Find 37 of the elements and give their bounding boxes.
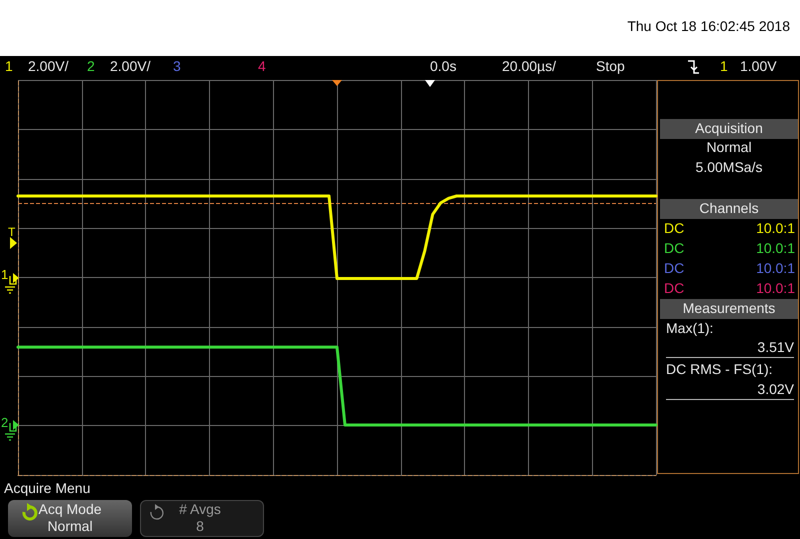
text: 1 (1, 267, 8, 282)
text: Stop (596, 58, 625, 74)
text: Acquisition (695, 120, 763, 136)
text: 4 (258, 58, 266, 74)
text: 0.0s (430, 58, 456, 74)
text: Acq Mode (38, 501, 102, 518)
text: 20.00µs/ (502, 58, 556, 74)
text: 8 (196, 518, 204, 534)
text: 10.0:1 (756, 280, 795, 296)
text: 1 (720, 58, 728, 74)
text: Measurements (682, 300, 776, 316)
text: 10.0:1 (756, 220, 795, 236)
text: 2.00V/ (110, 58, 150, 74)
text: 2 (1, 415, 8, 430)
text: Channels (699, 200, 759, 216)
text: 1 (5, 58, 13, 74)
text: DC (664, 260, 684, 276)
text: DC (664, 220, 684, 236)
text: Thu Oct 18 16:02:45 2018 (627, 18, 790, 34)
text: 2.00V/ (28, 58, 68, 74)
text: 3.02V (757, 381, 794, 398)
text: Normal (706, 139, 752, 156)
text: 10.0:1 (756, 260, 795, 276)
text: 10.0:1 (756, 240, 795, 256)
text: 3 (173, 58, 181, 74)
text: Max(1): (666, 320, 714, 336)
text: 5.00MSa/s (696, 159, 762, 176)
text: Normal (47, 518, 93, 534)
text: 2 (87, 58, 95, 74)
text: 3.51V (757, 339, 794, 356)
text: # Avgs (179, 501, 221, 518)
text: DC (664, 240, 684, 256)
text: DC RMS - FS(1): (666, 361, 773, 378)
text: 1.00V (740, 58, 777, 74)
text: T (8, 225, 16, 240)
text: Acquire Menu (4, 480, 90, 496)
text: DC (664, 280, 684, 296)
